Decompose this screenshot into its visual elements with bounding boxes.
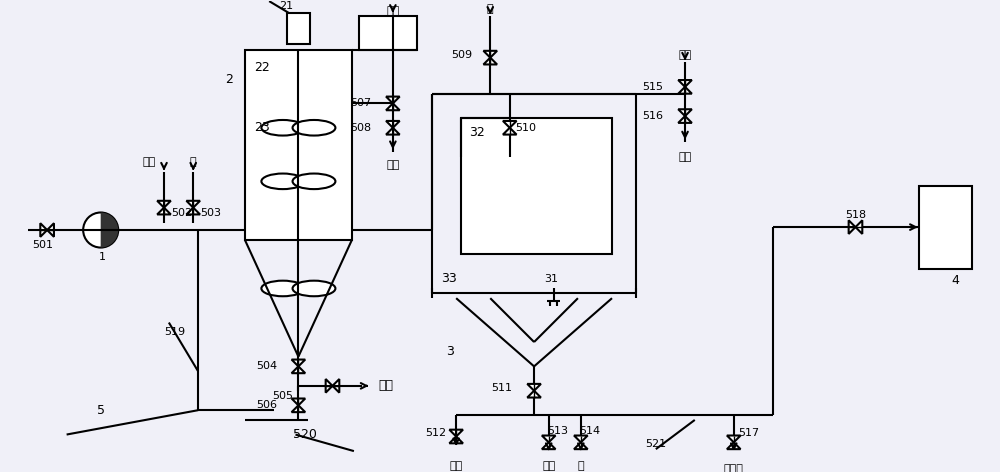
Bar: [919, 186, 972, 269]
Text: 水: 水: [190, 157, 197, 167]
Polygon shape: [449, 437, 463, 443]
Bar: [287, 13, 310, 44]
Text: 1: 1: [99, 253, 106, 262]
Polygon shape: [727, 436, 741, 442]
Polygon shape: [483, 58, 497, 65]
Ellipse shape: [261, 174, 304, 189]
Polygon shape: [574, 442, 588, 449]
Text: 517: 517: [739, 428, 760, 438]
Polygon shape: [503, 128, 517, 135]
Polygon shape: [678, 109, 692, 116]
Text: 505: 505: [273, 391, 294, 401]
Bar: [461, 118, 612, 254]
Text: 512: 512: [425, 428, 446, 438]
Text: 排污: 排污: [379, 379, 394, 392]
Polygon shape: [186, 208, 200, 214]
Polygon shape: [386, 103, 400, 110]
Polygon shape: [47, 223, 54, 237]
Text: 排气: 排气: [386, 160, 399, 170]
Text: 514: 514: [579, 426, 600, 436]
Text: 排气: 排气: [678, 152, 692, 162]
Polygon shape: [157, 208, 171, 214]
Text: 501: 501: [32, 240, 53, 250]
Polygon shape: [678, 87, 692, 93]
Polygon shape: [574, 436, 588, 442]
Text: 32: 32: [469, 126, 485, 139]
Bar: [359, 16, 417, 50]
Polygon shape: [332, 379, 339, 393]
Polygon shape: [527, 384, 541, 391]
Text: 519: 519: [164, 327, 185, 337]
Text: 510: 510: [516, 123, 537, 133]
Polygon shape: [849, 220, 855, 234]
Polygon shape: [326, 379, 332, 393]
Polygon shape: [542, 442, 556, 449]
Text: 水: 水: [578, 461, 584, 471]
Polygon shape: [386, 128, 400, 135]
Polygon shape: [386, 121, 400, 128]
Polygon shape: [542, 436, 556, 442]
Text: 22: 22: [255, 61, 270, 74]
Polygon shape: [855, 220, 862, 234]
Text: 21: 21: [279, 1, 293, 11]
Text: 506: 506: [256, 400, 277, 410]
Text: 排污: 排污: [450, 461, 463, 471]
Text: 31: 31: [544, 274, 558, 284]
Ellipse shape: [293, 120, 335, 135]
Text: 504: 504: [256, 362, 277, 371]
Text: 503: 503: [200, 209, 221, 219]
Polygon shape: [157, 201, 171, 208]
Polygon shape: [527, 391, 541, 397]
Text: 518: 518: [845, 211, 866, 220]
Polygon shape: [40, 223, 47, 237]
Text: 23: 23: [255, 121, 270, 134]
Text: 空气: 空气: [678, 50, 692, 60]
Polygon shape: [678, 80, 692, 87]
Text: 33: 33: [442, 272, 457, 285]
Polygon shape: [292, 405, 305, 412]
Ellipse shape: [261, 281, 304, 296]
Text: 2: 2: [225, 73, 233, 85]
Polygon shape: [292, 366, 305, 373]
Text: 5: 5: [97, 404, 105, 417]
Text: 516: 516: [643, 111, 664, 121]
Text: 出料口: 出料口: [724, 464, 744, 472]
Polygon shape: [483, 51, 497, 58]
Text: 521: 521: [645, 439, 666, 449]
Text: 513: 513: [547, 426, 568, 436]
Ellipse shape: [293, 174, 335, 189]
Polygon shape: [386, 97, 400, 103]
Wedge shape: [101, 212, 118, 247]
Polygon shape: [292, 360, 305, 366]
Text: 空气: 空气: [542, 461, 555, 471]
Text: 509: 509: [452, 50, 473, 60]
Polygon shape: [727, 442, 741, 449]
Text: 515: 515: [643, 82, 664, 92]
Text: 3: 3: [446, 345, 454, 358]
Circle shape: [83, 212, 118, 247]
Text: 502: 502: [171, 209, 192, 219]
Ellipse shape: [293, 281, 335, 296]
Text: 520: 520: [293, 428, 317, 441]
Text: 4: 4: [951, 274, 959, 287]
Polygon shape: [678, 116, 692, 123]
Polygon shape: [292, 398, 305, 405]
Text: 空气: 空气: [386, 6, 399, 16]
Polygon shape: [449, 430, 463, 437]
Bar: [245, 50, 352, 240]
Text: 水: 水: [487, 4, 494, 14]
Text: 511: 511: [492, 383, 513, 393]
Ellipse shape: [261, 120, 304, 135]
Text: 507: 507: [350, 98, 371, 109]
Polygon shape: [503, 121, 517, 128]
Polygon shape: [186, 201, 200, 208]
Text: 空气: 空气: [143, 157, 156, 167]
Text: 508: 508: [350, 123, 371, 133]
